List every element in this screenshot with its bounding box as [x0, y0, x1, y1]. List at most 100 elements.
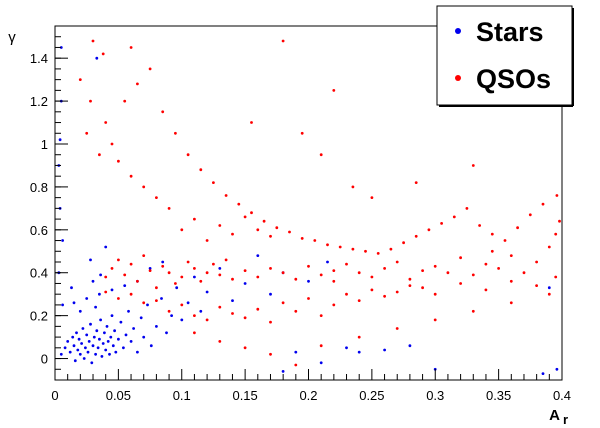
point-stars-103 [95, 56, 99, 60]
point-qsos-135 [459, 282, 462, 285]
point-qsos-152 [433, 318, 437, 322]
point-qsos-81 [313, 239, 317, 242]
point-qsos-113 [193, 314, 196, 317]
point-stars-90 [98, 292, 101, 296]
point-stars-98 [72, 301, 76, 305]
point-qsos-49 [193, 217, 196, 221]
point-qsos-76 [250, 211, 253, 215]
point-stars-99 [94, 305, 97, 309]
point-qsos-69 [161, 110, 165, 114]
legend-box [436, 5, 573, 106]
point-qsos-95 [490, 232, 494, 236]
point-qsos-93 [465, 207, 469, 210]
point-stars-63 [243, 282, 247, 285]
point-qsos-123 [294, 309, 298, 313]
point-qsos-106 [300, 131, 304, 135]
point-stars-97 [78, 309, 82, 313]
x-axis-title: A [549, 407, 560, 424]
point-qsos-10 [231, 277, 234, 281]
point-stars-54 [170, 314, 174, 317]
point-qsos-94 [478, 224, 481, 227]
point-qsos-58 [117, 159, 120, 163]
point-stars-35 [110, 314, 114, 317]
point-qsos-111 [490, 249, 494, 253]
point-qsos-97 [516, 226, 519, 230]
point-stars-92 [123, 284, 127, 287]
point-qsos-143 [104, 290, 108, 294]
point-qsos-130 [383, 294, 386, 298]
point-qsos-78 [275, 226, 279, 230]
legend: Stars QSOs [436, 5, 574, 107]
point-qsos-159 [89, 99, 92, 103]
x-axis-title-subscript: r [563, 412, 568, 427]
point-qsos-55 [231, 232, 234, 236]
point-stars-31 [105, 325, 109, 328]
point-qsos-64 [136, 82, 139, 86]
point-qsos-126 [332, 303, 336, 307]
point-qsos-53 [218, 224, 222, 227]
point-qsos-45 [535, 260, 538, 264]
point-qsos-112 [180, 303, 184, 307]
point-qsos-4 [186, 260, 190, 264]
point-stars-36 [111, 344, 115, 348]
point-qsos-12 [155, 286, 158, 290]
point-qsos-105 [250, 121, 253, 124]
point-qsos-54 [142, 185, 146, 189]
point-qsos-86 [376, 252, 380, 255]
point-qsos-138 [535, 284, 538, 287]
point-qsos-63 [123, 99, 127, 103]
point-stars-53 [165, 331, 168, 335]
point-stars-18 [89, 322, 92, 326]
point-qsos-13 [224, 258, 228, 262]
point-qsos-65 [148, 67, 152, 71]
point-qsos-114 [167, 309, 171, 313]
point-qsos-9 [148, 269, 152, 272]
point-stars-69 [326, 260, 329, 264]
point-stars-2 [66, 340, 70, 343]
point-qsos-59 [256, 228, 260, 232]
point-stars-26 [99, 318, 102, 322]
point-qsos-25 [110, 267, 114, 270]
point-qsos-66 [129, 46, 133, 49]
x-tick-label: 0.4 [553, 388, 571, 403]
point-qsos-0 [167, 271, 171, 275]
point-qsos-30 [345, 262, 348, 266]
point-stars-17 [87, 340, 91, 343]
point-qsos-34 [395, 260, 399, 264]
point-stars-52 [160, 297, 163, 300]
point-stars-82 [58, 138, 62, 142]
point-qsos-134 [433, 292, 437, 296]
point-stars-72 [408, 344, 412, 348]
point-qsos-82 [326, 243, 329, 247]
point-qsos-50 [167, 207, 171, 210]
point-stars-15 [85, 333, 89, 337]
point-qsos-116 [218, 305, 222, 309]
point-stars-23 [95, 329, 99, 333]
point-qsos-129 [370, 288, 374, 292]
point-stars-28 [101, 342, 105, 345]
point-stars-50 [149, 344, 153, 348]
point-stars-8 [76, 348, 80, 352]
point-qsos-109 [414, 181, 418, 185]
point-stars-91 [110, 288, 114, 292]
point-qsos-125 [319, 314, 323, 317]
legend-label-stars: Stars [476, 17, 544, 47]
y-tick-label: 1.4 [30, 51, 48, 66]
point-qsos-28 [332, 269, 336, 272]
x-tick-label: 0.35 [486, 388, 511, 403]
point-qsos-36 [421, 269, 424, 272]
point-qsos-137 [509, 279, 513, 283]
point-qsos-80 [300, 237, 304, 240]
point-qsos-98 [528, 213, 532, 217]
point-qsos-51 [205, 239, 209, 242]
point-qsos-31 [357, 271, 361, 275]
point-qsos-150 [357, 335, 361, 339]
point-stars-4 [71, 335, 75, 339]
point-stars-55 [175, 286, 179, 290]
point-stars-29 [103, 331, 106, 335]
point-stars-11 [80, 342, 83, 345]
point-qsos-1 [180, 275, 184, 279]
point-qsos-15 [243, 269, 247, 272]
y-tick-label: 0 [41, 352, 48, 367]
x-tick-label: 0 [51, 388, 58, 403]
